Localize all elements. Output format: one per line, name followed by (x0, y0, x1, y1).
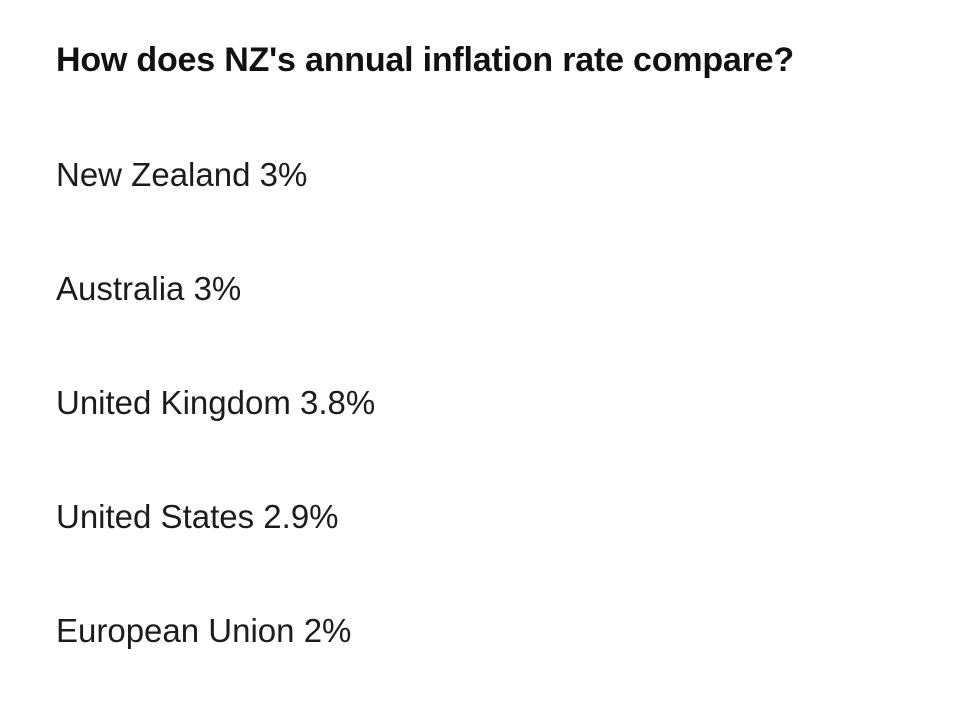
list-item-new-zealand: New Zealand 3% (56, 153, 307, 197)
country-name: United States (56, 498, 255, 535)
inflation-rate: 3% (259, 156, 308, 193)
country-name: European Union (56, 612, 295, 649)
country-name: Australia (56, 270, 185, 307)
inflation-comparison: How does NZ's annual inflation rate comp… (56, 36, 936, 649)
list-item-united-kingdom: United Kingdom 3.8% (56, 381, 375, 425)
list-item-united-states: United States 2.9% (56, 495, 339, 539)
inflation-rate: 2.9% (263, 498, 339, 535)
country-name: United Kingdom (56, 384, 291, 421)
inflation-rate: 2% (303, 612, 352, 649)
list-item-australia: Australia 3% (56, 267, 241, 311)
section-heading: How does NZ's annual inflation rate comp… (56, 41, 794, 79)
inflation-rate: 3.8% (299, 384, 376, 421)
list-item-european-union: European Union 2% (56, 609, 351, 653)
inflation-rate: 3% (193, 270, 242, 307)
country-name: New Zealand (56, 156, 251, 193)
